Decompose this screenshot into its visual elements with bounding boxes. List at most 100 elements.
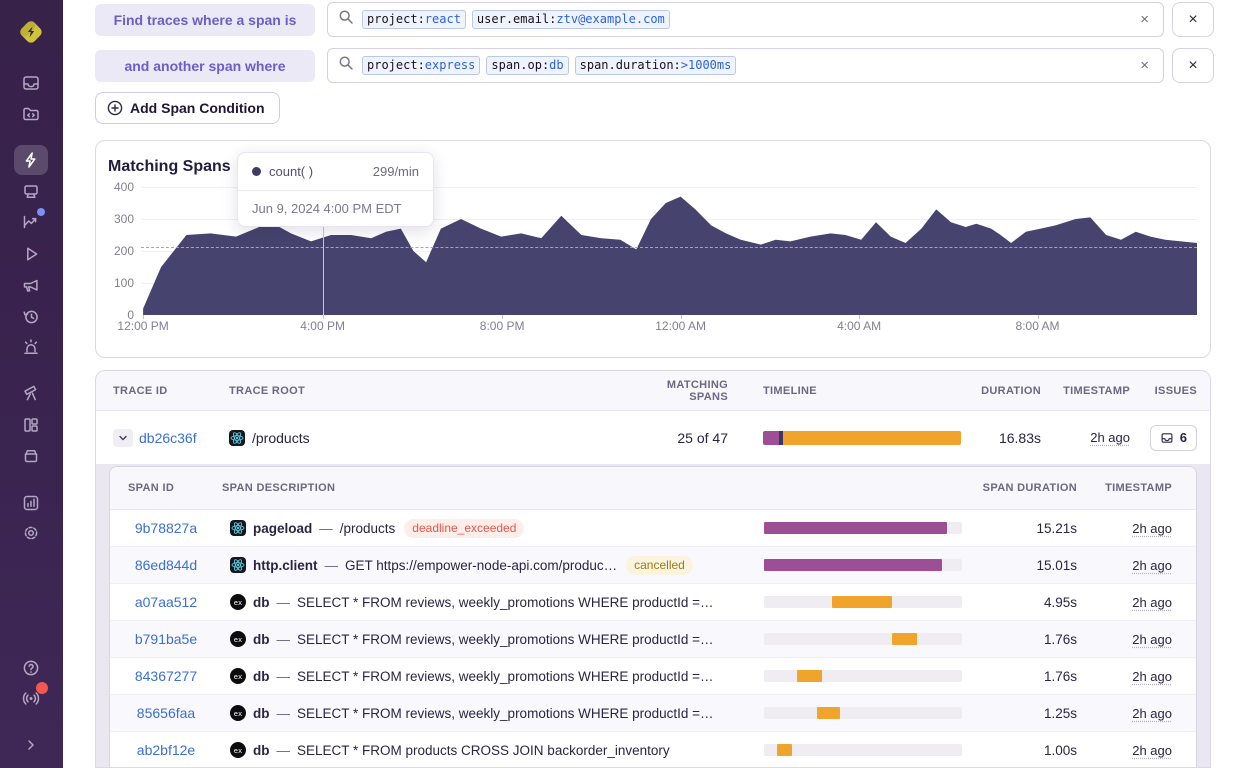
profiling-icon[interactable] (19, 179, 43, 203)
span-description: GET https://empower-node-api.com/produc… (345, 557, 618, 573)
span-description: /products (339, 520, 396, 536)
clear-search-icon-1[interactable]: × (1140, 11, 1149, 28)
span-timeline-bar (764, 596, 962, 608)
span-search-input-1[interactable]: project:react user.email:ztv@example.com … (327, 2, 1164, 37)
crons-icon[interactable] (19, 304, 43, 328)
span-id-link[interactable]: b791ba5e (134, 631, 198, 647)
issues-button[interactable]: 6 (1149, 424, 1197, 451)
alerts-icon[interactable] (19, 335, 43, 359)
settings-icon[interactable] (19, 521, 43, 545)
explore-icon[interactable] (19, 381, 43, 405)
add-span-condition-button[interactable]: Add Span Condition (95, 92, 280, 124)
separator: — (276, 668, 291, 684)
span-row[interactable]: 9b78827a pageload — /products deadline_ex… (110, 510, 1196, 547)
filter-token-1-0[interactable]: project:react (362, 10, 466, 29)
chart-title: Matching Spans (108, 158, 231, 175)
separator: — (276, 742, 291, 758)
span-search-input-2[interactable]: project:express span.op:db span.duration:>… (327, 48, 1164, 83)
svg-text:ex: ex (234, 747, 242, 755)
insights-icon[interactable] (19, 208, 45, 234)
traces-icon[interactable] (14, 145, 48, 175)
span-duration: 1.25s (1043, 705, 1077, 721)
svg-text:ex: ex (234, 636, 242, 644)
col-trace-root: TRACE ROOT (229, 384, 306, 397)
timeline-segment (763, 430, 780, 445)
span-row[interactable]: ab2bf12e ex db — SELECT * FROM products … (110, 732, 1196, 767)
span-timestamp[interactable]: 2h ago (1132, 520, 1172, 536)
feedback-icon[interactable] (19, 273, 43, 297)
span-table-header: SPAN ID SPAN DESCRIPTION SPAN DURATION T… (110, 467, 1196, 510)
trace-root-name: /products (252, 429, 310, 446)
span-timeline-bar (764, 744, 962, 756)
trace-row[interactable]: db26c36f /products 25 of 47 16.83s 2h ag… (96, 411, 1210, 464)
express-platform-icon: ex (230, 631, 246, 647)
col-span-duration: SPAN DURATION (982, 482, 1077, 494)
span-timestamp[interactable]: 2h ago (1132, 705, 1172, 721)
chart-tooltip: count( ) 299/min Jun 9, 2024 4:00 PM EDT (237, 152, 434, 227)
y-axis-tick-label: 200 (113, 244, 134, 258)
span-row[interactable]: a07aa512 ex db — SELECT * FROM reviews, … (110, 584, 1196, 621)
trace-timeline-bar (763, 430, 961, 445)
filter-token-list-1: project:react user.email:ztv@example.com (362, 10, 1136, 29)
trace-duration: 16.83s (998, 429, 1041, 446)
y-axis-tick-label: 0 (127, 308, 134, 322)
span-row[interactable]: 85656faa ex db — SELECT * FROM reviews, … (110, 695, 1196, 732)
react-platform-icon (230, 557, 246, 573)
delete-condition-button-1[interactable]: × (1172, 2, 1214, 37)
span-op: http.client (253, 557, 318, 573)
collapse-icon[interactable] (19, 733, 43, 757)
col-span-id: SPAN ID (128, 482, 175, 494)
span-timestamp[interactable]: 2h ago (1132, 631, 1172, 647)
delete-condition-button-2[interactable]: × (1172, 48, 1214, 83)
express-platform-icon: ex (230, 668, 246, 684)
matching-spans-value: 25 of 47 (677, 429, 728, 446)
span-timestamp[interactable]: 2h ago (1132, 668, 1172, 684)
dashboards-icon[interactable] (19, 413, 43, 437)
span-id-link[interactable]: 9b78827a (134, 520, 198, 536)
sidebar (0, 0, 63, 768)
span-id-link[interactable]: a07aa512 (134, 594, 198, 610)
filter-token-2-1[interactable]: span.op:db (486, 56, 569, 75)
separator: — (276, 631, 291, 647)
releases-icon[interactable] (19, 443, 43, 467)
span-id-link[interactable]: 86ed844d (134, 557, 198, 573)
replays-icon[interactable] (19, 242, 43, 266)
help-icon[interactable] (19, 656, 43, 680)
span-row[interactable]: 86ed844d http.client — GET https://empow… (110, 547, 1196, 584)
chevron-down-icon[interactable] (113, 428, 133, 447)
trace-id-link[interactable]: db26c36f (139, 429, 197, 446)
span-id-link[interactable]: 85656faa (136, 705, 196, 721)
area-chart[interactable] (141, 187, 1197, 315)
search-icon (338, 9, 354, 30)
span-timestamp[interactable]: 2h ago (1132, 742, 1172, 758)
projects-icon[interactable] (19, 102, 43, 126)
stats-icon[interactable] (19, 491, 43, 515)
separator: — (319, 520, 333, 536)
trace-timestamp[interactable]: 2h ago (1090, 429, 1130, 445)
x-axis-tick-label: 12:00 PM (117, 319, 169, 333)
span-duration: 1.00s (1043, 742, 1077, 758)
span-description: SELECT * FROM reviews, weekly_promotions… (297, 594, 714, 610)
issues-icon[interactable] (19, 71, 43, 95)
filter-token-1-1[interactable]: user.email:ztv@example.com (471, 10, 670, 29)
clear-search-icon-2[interactable]: × (1140, 57, 1149, 74)
whats-new-icon[interactable] (19, 682, 48, 710)
issues-count: 6 (1179, 430, 1187, 445)
span-timestamp[interactable]: 2h ago (1132, 557, 1172, 573)
span-description: SELECT * FROM reviews, weekly_promotions… (297, 631, 714, 647)
span-row[interactable]: 84367277 ex db — SELECT * FROM reviews, … (110, 658, 1196, 695)
span-id-link[interactable]: ab2bf12e (136, 742, 196, 758)
filter-token-2-0[interactable]: project:express (362, 56, 481, 75)
span-id-link[interactable]: 84367277 (134, 668, 198, 684)
col-timestamp: TIMESTAMP (1063, 384, 1130, 397)
filter-token-2-2[interactable]: span.duration:>1000ms (574, 56, 737, 75)
span-timestamp[interactable]: 2h ago (1132, 594, 1172, 610)
plus-circle-icon (107, 100, 123, 116)
svg-text:ex: ex (234, 710, 242, 718)
span-duration: 15.21s (1036, 520, 1077, 536)
span-row[interactable]: b791ba5e ex db — SELECT * FROM reviews, … (110, 621, 1196, 658)
trace-table: TRACE ID TRACE ROOT MATCHING SPANS TIMEL… (95, 370, 1211, 768)
react-platform-icon (230, 520, 246, 536)
sentry-logo[interactable] (17, 18, 45, 46)
span-duration: 1.76s (1043, 668, 1077, 684)
